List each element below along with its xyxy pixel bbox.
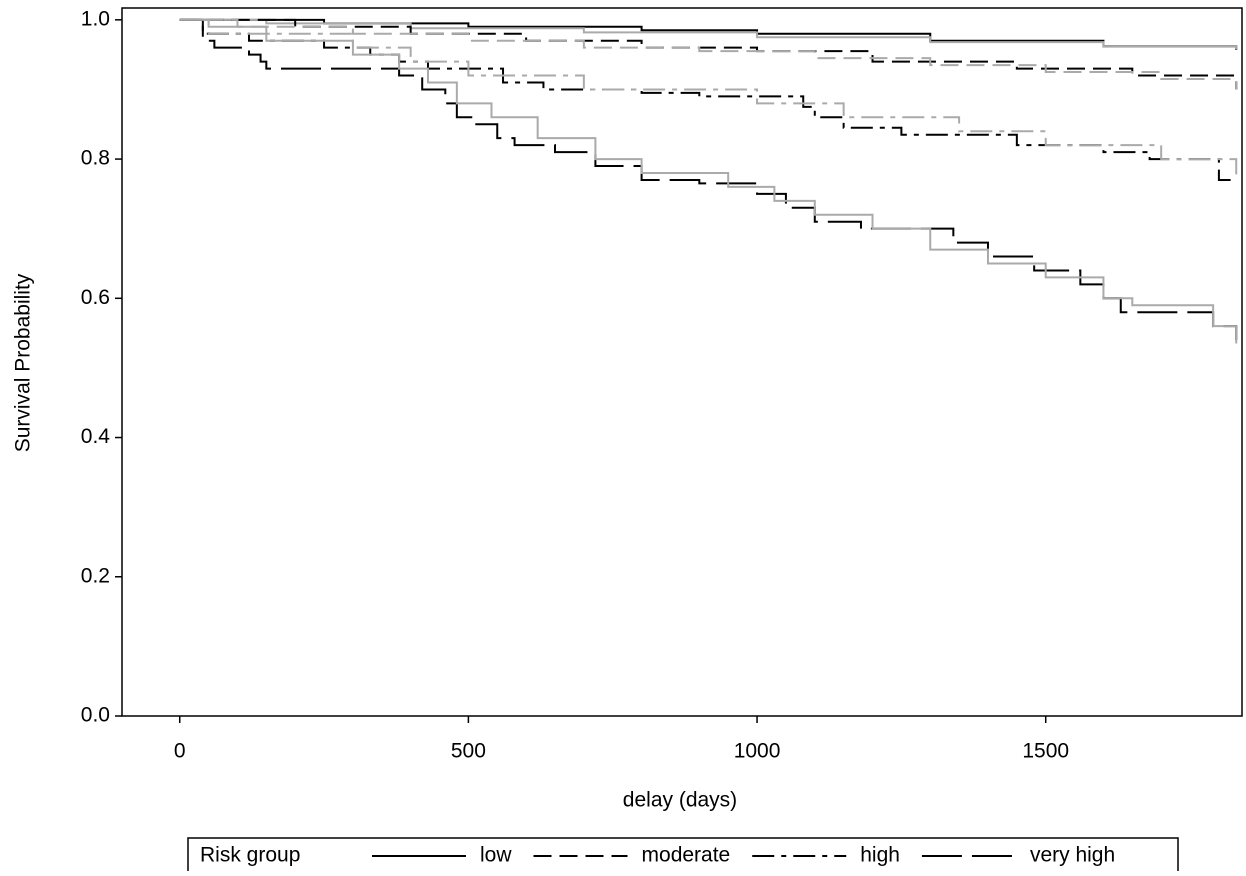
plot-frame: [121, 7, 1243, 717]
y-axis-title: Survival Probability: [12, 273, 35, 452]
x-tick-label: 1500: [1022, 740, 1069, 763]
y-tick-label: 0.6: [81, 286, 110, 309]
legend-label: very high: [1030, 844, 1115, 867]
x-tick-label: 1000: [734, 740, 781, 763]
survival-curve: [179, 18, 1237, 181]
y-tick-label: 1.0: [81, 7, 110, 30]
legend-title: Risk group: [200, 844, 300, 867]
survival-curve: [179, 18, 1238, 180]
legend-label: low: [480, 844, 512, 867]
x-tick-label: 500: [451, 740, 486, 763]
x-axis-title: delay (days): [623, 789, 737, 812]
survival-curve: [179, 18, 1238, 341]
y-tick-label: 0.2: [81, 564, 110, 587]
survival-curve: [179, 18, 1238, 50]
y-tick-label: 0.0: [81, 704, 110, 727]
legend-label: high: [860, 844, 900, 867]
y-tick-label: 0.4: [81, 425, 111, 448]
legend-label: moderate: [642, 844, 731, 867]
survival-curve: [179, 18, 1238, 50]
legend-box: [187, 837, 1179, 876]
survival-curve: [179, 18, 1238, 90]
y-tick-label: 0.8: [81, 147, 110, 170]
x-tick-label: 0: [174, 740, 186, 763]
survival-curve: [179, 18, 1238, 90]
survival-curve: [179, 18, 1238, 344]
